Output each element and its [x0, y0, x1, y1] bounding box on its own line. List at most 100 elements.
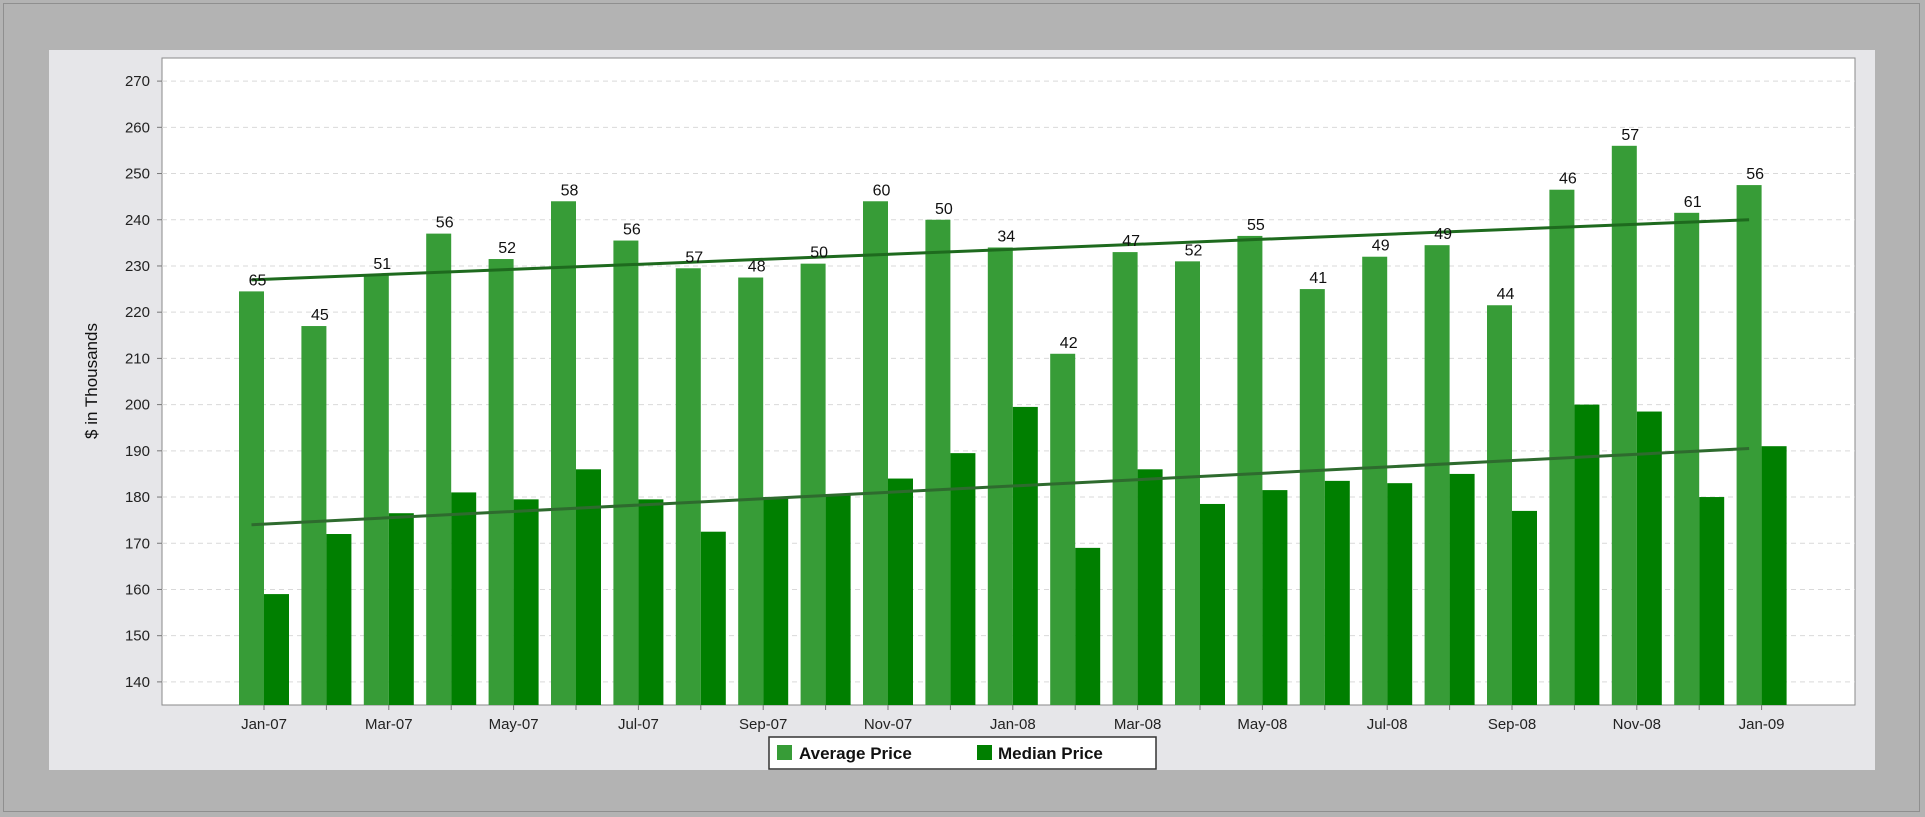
- bar-median-price: [388, 513, 414, 705]
- x-tick-label: May-08: [1237, 716, 1287, 733]
- data-label: 58: [561, 182, 579, 199]
- bar-median-price: [1137, 469, 1163, 705]
- data-label: 34: [997, 228, 1015, 245]
- bar-average-price: [1487, 305, 1512, 705]
- bar-average-price: [863, 201, 888, 705]
- data-label: 49: [1372, 238, 1390, 255]
- bar-median-price: [451, 492, 477, 705]
- bar-median-price: [1512, 510, 1537, 705]
- data-label: 56: [436, 215, 454, 232]
- data-label: 45: [311, 307, 329, 324]
- y-tick-label: 260: [125, 119, 150, 136]
- bar-average-price: [925, 219, 951, 705]
- x-tick-label: Sep-07: [739, 716, 787, 733]
- bars: [239, 145, 1787, 706]
- x-tick-label: Jan-08: [990, 716, 1036, 733]
- y-tick-label: 270: [125, 73, 150, 90]
- bar-median-price: [1262, 490, 1288, 705]
- bar-average-price: [1299, 289, 1325, 705]
- bar-average-price: [488, 259, 514, 705]
- bar-median-price: [888, 478, 913, 705]
- bar-average-price: [1424, 245, 1450, 706]
- bar-median-price: [825, 494, 851, 705]
- bar-median-price: [638, 499, 664, 705]
- bar-median-price: [1699, 497, 1725, 705]
- data-label: 47: [1122, 233, 1140, 250]
- y-tick-label: 190: [125, 443, 150, 460]
- y-axis-ticks: 140 150 160 170 180 190 200 210 220 230 240 250 260 2…: [125, 73, 162, 691]
- data-labels: 65 45 51 56 52 58 56 57 48 50 60 50 34 42 47 52 55 41 49 49…: [249, 127, 1764, 352]
- bar-median-price: [1574, 404, 1600, 705]
- legend-box: [768, 736, 1157, 770]
- bar-median-price: [1200, 503, 1225, 705]
- legend-swatch-average: [777, 745, 792, 760]
- y-tick-label: 250: [125, 166, 150, 183]
- x-tick-label: Mar-08: [1114, 716, 1162, 733]
- bar-average-price: [1549, 189, 1575, 706]
- bar-median-price: [576, 469, 601, 705]
- bar-median-price: [950, 453, 976, 705]
- x-tick-label: Sep-08: [1488, 716, 1536, 733]
- trendline: [251, 447, 1750, 527]
- y-tick-label: 160: [125, 581, 150, 598]
- bar-average-price: [987, 247, 1013, 705]
- y-tick-label: 180: [125, 489, 150, 506]
- x-tick-label: May-07: [489, 716, 539, 733]
- bar-average-price: [426, 233, 452, 705]
- y-tick-label: 240: [125, 212, 150, 229]
- legend-swatch-median: [977, 745, 992, 760]
- bar-median-price: [513, 499, 539, 705]
- data-label: 50: [810, 245, 828, 262]
- bar-median-price: [1761, 446, 1787, 705]
- x-axis-ticks: Jan-07 Mar-07 May-07 Jul-07 Sep-07 Nov-07 Jan-…: [241, 705, 1785, 733]
- data-label: 57: [1621, 127, 1639, 144]
- bar-median-price: [264, 594, 289, 705]
- bar-average-price: [1050, 353, 1076, 705]
- bar-average-price: [675, 268, 701, 705]
- data-label: 46: [1559, 171, 1577, 188]
- x-tick-label: Jan-09: [1739, 716, 1785, 733]
- bar-median-price: [326, 534, 352, 705]
- y-tick-label: 200: [125, 397, 150, 414]
- bar-average-price: [1362, 256, 1388, 705]
- bar-average-price: [551, 201, 576, 705]
- legend-label-average: Average Price: [799, 744, 912, 763]
- bar-average-price: [301, 326, 327, 705]
- bar-median-price: [700, 531, 726, 705]
- legend: Average Price Median Price: [768, 736, 1157, 770]
- y-tick-label: 140: [125, 674, 150, 691]
- y-axis-title: $ in Thousands: [82, 323, 101, 439]
- bar-average-price: [1237, 235, 1263, 706]
- data-label: 49: [1434, 226, 1452, 243]
- data-label: 56: [1746, 166, 1764, 183]
- bar-average-price: [1611, 145, 1637, 706]
- bar-median-price: [1324, 480, 1350, 705]
- bar-median-price: [763, 497, 789, 705]
- bar-average-price: [1736, 185, 1762, 705]
- trendlines: [251, 218, 1750, 527]
- y-tick-label: 170: [125, 535, 150, 552]
- data-label: 51: [373, 256, 391, 273]
- trendline: [251, 218, 1750, 282]
- data-label: 52: [1185, 242, 1203, 259]
- data-label: 44: [1497, 286, 1515, 303]
- legend-label-median: Median Price: [998, 744, 1103, 763]
- bar-average-price: [239, 291, 264, 705]
- bar-median-price: [1075, 547, 1101, 705]
- data-label: 61: [1684, 194, 1702, 211]
- data-label: 56: [623, 222, 641, 239]
- y-tick-label: 150: [125, 628, 150, 645]
- bar-average-price: [800, 263, 826, 705]
- data-label: 50: [935, 201, 953, 218]
- x-tick-label: Jan-07: [241, 716, 287, 733]
- bar-median-price: [1012, 406, 1038, 705]
- data-label: 60: [873, 182, 891, 199]
- data-label: 65: [249, 272, 267, 289]
- bar-median-price: [1636, 411, 1662, 705]
- x-tick-label: Jul-08: [1367, 716, 1408, 733]
- data-label: 55: [1247, 217, 1265, 234]
- x-tick-label: Jul-07: [618, 716, 659, 733]
- x-tick-label: Nov-07: [864, 716, 912, 733]
- bar-average-price: [363, 275, 389, 705]
